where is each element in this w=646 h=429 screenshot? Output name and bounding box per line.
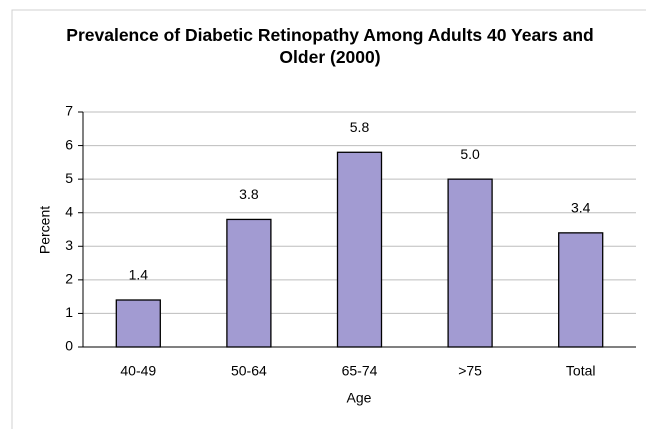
x-tick-label: 40-49	[120, 363, 156, 379]
y-tick-label: 1	[65, 304, 73, 320]
x-tick-label: 50-64	[231, 363, 267, 379]
bar	[558, 232, 604, 348]
value-label: 3.8	[239, 186, 259, 202]
y-tick-label: 3	[65, 237, 73, 253]
y-tick-label: 5	[65, 170, 73, 186]
bar	[115, 299, 161, 348]
y-tick-label: 0	[65, 338, 73, 354]
x-tick-label: 65-74	[342, 363, 378, 379]
y-tick-label: 6	[65, 136, 73, 152]
value-label: 1.4	[129, 267, 149, 283]
y-tick-label: 7	[65, 103, 73, 119]
x-tick-label: >75	[458, 363, 482, 379]
x-tick-label: Total	[566, 363, 596, 379]
y-tick-label: 4	[65, 203, 73, 219]
value-label: 5.8	[350, 119, 370, 135]
bar	[226, 218, 272, 348]
chart-frame	[11, 9, 646, 429]
x-axis-label: Age	[347, 390, 372, 406]
y-tick-label: 2	[65, 271, 73, 287]
value-label: 5.0	[460, 146, 480, 162]
value-label: 3.4	[571, 200, 591, 216]
bar	[336, 151, 383, 348]
chart-title: Prevalence of Diabetic Retinopathy Among…	[66, 25, 594, 67]
bar	[447, 178, 493, 348]
y-axis-label: Percent	[37, 206, 53, 254]
